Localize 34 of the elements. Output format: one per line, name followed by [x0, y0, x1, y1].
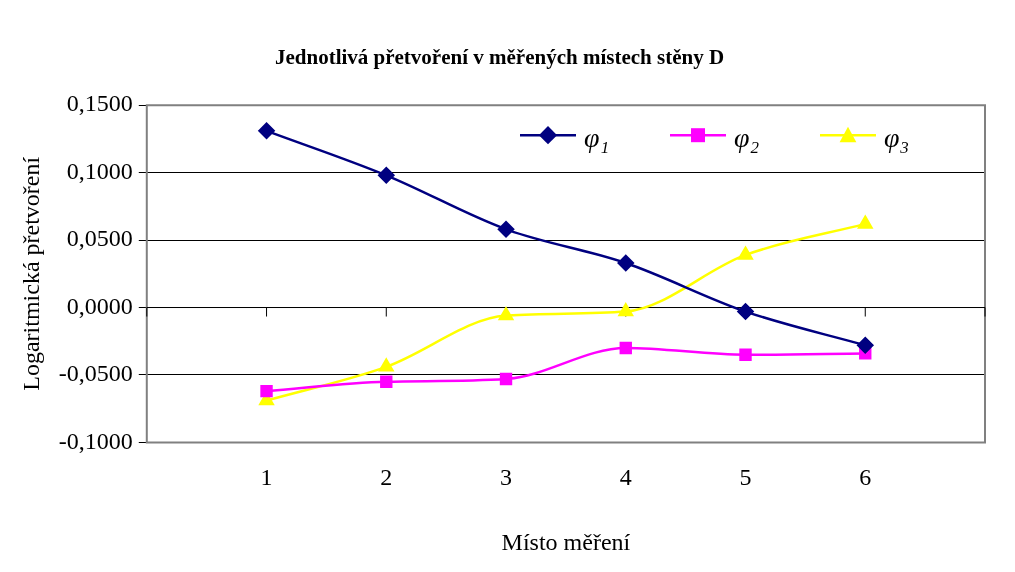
x-tick-label: 2 [380, 464, 393, 491]
y-tick-label: -0,1000 [58, 427, 133, 454]
point [737, 303, 754, 320]
point [857, 215, 873, 229]
point [498, 307, 514, 321]
y-tick-label: 0,1500 [66, 90, 133, 117]
legend-label: φ₃ [884, 121, 910, 153]
point [380, 375, 393, 388]
point [499, 372, 513, 386]
point [618, 303, 634, 317]
x-axis-title: Místo měření [501, 528, 631, 555]
point [738, 246, 753, 260]
x-tick-label: 6 [859, 464, 872, 491]
y-tick-label: 0,0500 [66, 225, 133, 252]
x-tick-label: 4 [619, 464, 632, 491]
point [619, 341, 632, 355]
y-tick-label: 0,1000 [66, 157, 133, 184]
y-axis-title: Logaritmická přetvoření [17, 156, 44, 391]
x-tick-label: 1 [260, 464, 273, 491]
x-tick-label: 5 [739, 464, 752, 491]
y-tick-label: -0,0500 [58, 360, 133, 387]
y-tick-label: 0,0000 [66, 292, 133, 319]
point [378, 167, 395, 184]
point [617, 254, 635, 272]
point [739, 348, 752, 361]
point [258, 122, 275, 140]
x-tick-label: 3 [500, 464, 513, 491]
point [260, 384, 273, 398]
legend-label: φ₂ [734, 121, 760, 153]
chart-title: Jednotlivá přetvoření v měřených místech stěny D [274, 45, 725, 70]
legend-label: φ₁ [584, 121, 610, 153]
point [857, 337, 874, 354]
point [497, 221, 515, 238]
point [378, 358, 394, 372]
